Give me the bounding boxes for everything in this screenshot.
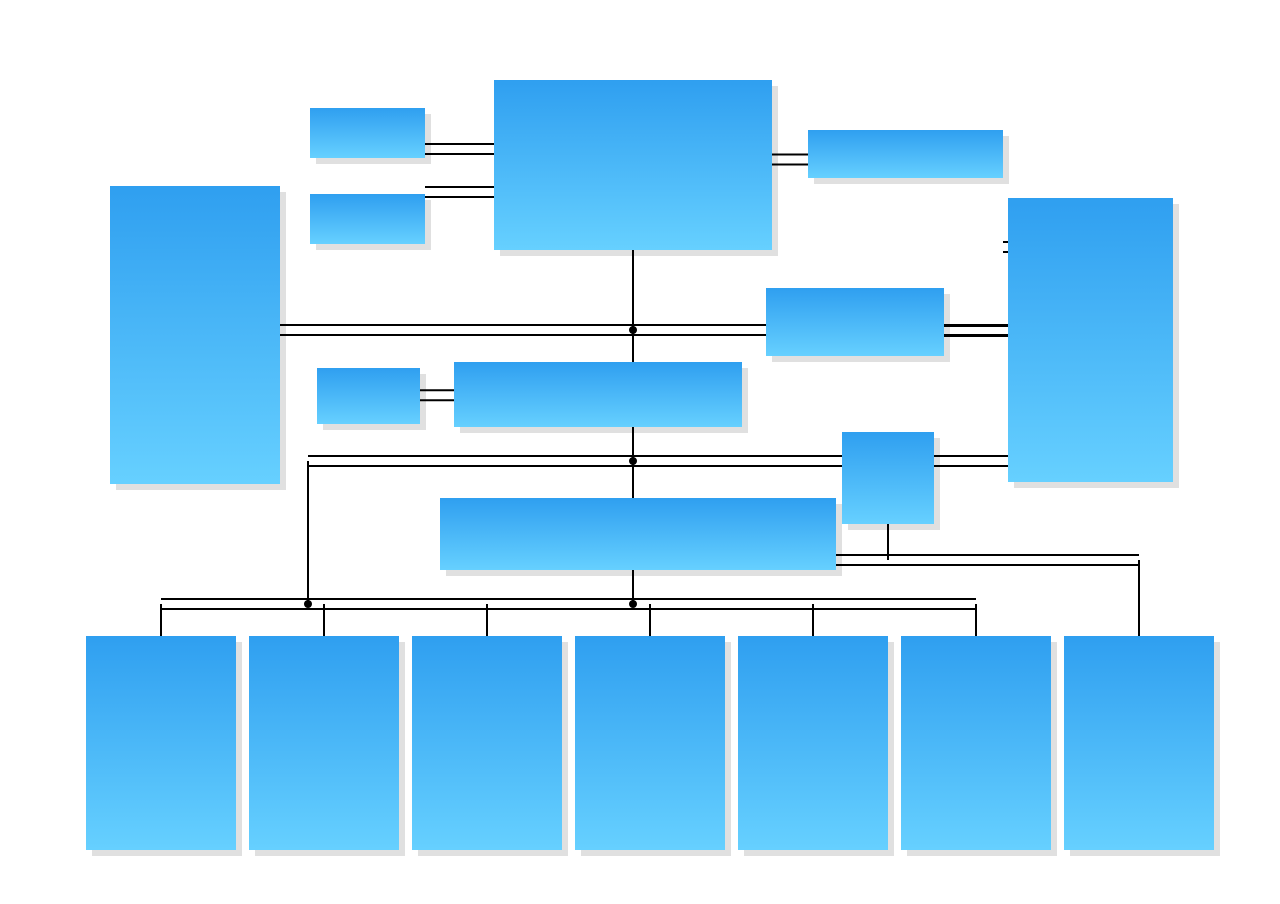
node-rightTall bbox=[1008, 198, 1173, 482]
node-b6 bbox=[901, 636, 1051, 850]
node-sq bbox=[842, 432, 934, 524]
node-r1 bbox=[808, 130, 1003, 178]
node-b1 bbox=[86, 636, 236, 850]
node-b2 bbox=[249, 636, 399, 850]
node-l1a bbox=[310, 108, 425, 158]
node-b7 bbox=[1064, 636, 1214, 850]
org-chart-diagram bbox=[0, 0, 1280, 904]
node-midSmallL bbox=[317, 368, 420, 424]
node-b3 bbox=[412, 636, 562, 850]
node-b5 bbox=[738, 636, 888, 850]
node-midR bbox=[766, 288, 944, 356]
node-bar3 bbox=[440, 498, 836, 570]
node-b4 bbox=[575, 636, 725, 850]
node-midWide bbox=[454, 362, 742, 427]
node-top bbox=[494, 80, 772, 250]
node-leftTall bbox=[110, 186, 280, 484]
node-l1b bbox=[310, 194, 425, 244]
